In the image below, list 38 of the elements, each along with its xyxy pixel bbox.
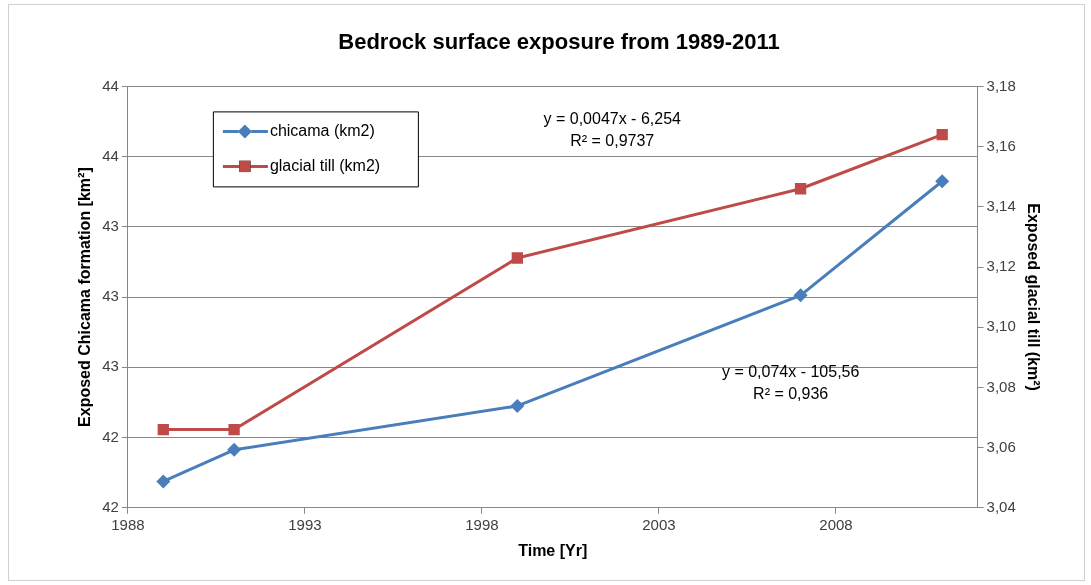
y-tick-label: 43 [102, 357, 119, 375]
legend-label: glacial till (km2) [269, 156, 381, 174]
point [157, 423, 169, 436]
y-tick-label: 43 [102, 287, 119, 305]
x-axis-title: Time [Yr] [518, 541, 588, 559]
y-tick-label: 43 [102, 217, 119, 235]
y-tick-label: 44 [102, 76, 119, 94]
y2-tick-label: 3,18 [986, 76, 1016, 94]
y2-tick-label: 3,12 [986, 257, 1016, 275]
legend-label: chicama (km2) [269, 121, 375, 139]
point [511, 252, 523, 264]
y-tick-label: 42 [102, 427, 119, 445]
y2-tick-label: 3,10 [986, 317, 1016, 335]
point [156, 474, 171, 489]
y2-tick-label: 3,04 [986, 497, 1016, 515]
chart-title: Bedrock surface exposure from 1989-2011 [338, 29, 780, 55]
x-tick-label: 1988 [111, 515, 145, 533]
point [228, 423, 240, 436]
annotation: y = 0,0047x - 6,254 R² = 0,9737 [543, 110, 682, 150]
x-tick-label: 2008 [819, 515, 853, 533]
y2-tick-label: 3,06 [986, 437, 1016, 455]
point [935, 174, 950, 189]
y2-tick-label: 3,16 [986, 136, 1016, 154]
point [510, 398, 525, 413]
x-tick-label: 1998 [465, 515, 499, 533]
point [793, 288, 808, 303]
y2-tick-label: 3,14 [986, 196, 1016, 214]
x-tick-label: 2003 [642, 515, 676, 533]
y-tick-label: 42 [102, 497, 119, 515]
y-tick-label: 44 [102, 146, 119, 164]
point [794, 183, 807, 195]
point [227, 442, 242, 457]
annotation: y = 0,074x - 105,56 R² = 0,936 [721, 362, 860, 402]
y2-axis-title: Exposed glacial till (km²) [1024, 203, 1042, 391]
y2-tick-label: 3,08 [986, 377, 1016, 395]
y-axis-title: Exposed Chicama formation [km²] [76, 167, 94, 427]
x-tick-label: 1993 [288, 515, 322, 533]
point [936, 128, 948, 141]
